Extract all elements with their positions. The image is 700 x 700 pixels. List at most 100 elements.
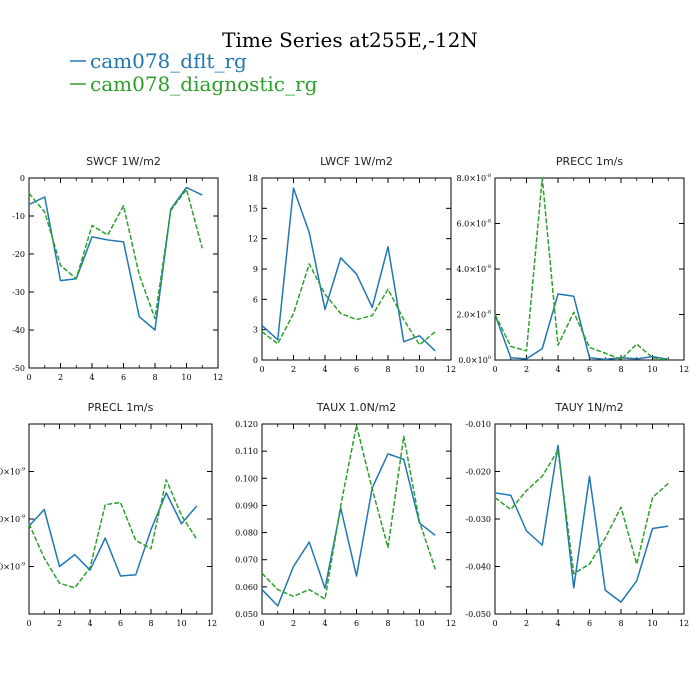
lwcf-plot-frame <box>261 177 452 361</box>
lwcf-xtick-label: 12 <box>446 365 456 374</box>
precl-xtick-label: 6 <box>118 619 123 628</box>
lwcf-xtick-label: 2 <box>291 365 296 374</box>
lwcf-series-dflt-line <box>261 187 436 352</box>
taux-ytick-label: 0.060 <box>235 583 258 592</box>
precc-xtick-label: 10 <box>647 365 657 374</box>
tauy-ytick-label: -0.050 <box>465 610 491 619</box>
precl-ytick-label: 0×10-9 <box>0 562 25 572</box>
taux-ytick-label: 0.050 <box>235 610 258 619</box>
precc-xtick-label: 0 <box>492 365 497 374</box>
precc-xtick-label: 8 <box>618 365 623 374</box>
tauy-ytick-label: -0.020 <box>465 468 491 477</box>
tauy-xtick-label: 4 <box>555 619 560 628</box>
precc-xtick-label: 6 <box>587 365 592 374</box>
swcf-series-dflt-line <box>28 186 203 331</box>
precc-ytick-label: 4.0×10-8 <box>457 264 491 274</box>
swcf-ytick-label: -20 <box>12 250 25 259</box>
taux-xtick-label: 10 <box>414 619 424 628</box>
taux-ytick-label: 0.120 <box>235 420 258 429</box>
taux-series-dflt-line <box>261 453 436 607</box>
tauy-ytick-label: -0.030 <box>465 515 491 524</box>
taux-panel-title: TAUX 1.0N/m2 <box>316 401 397 414</box>
swcf-panel-title: SWCF 1W/m2 <box>86 155 161 168</box>
precl-xtick-label: 2 <box>57 619 62 628</box>
taux-ytick-label: 0.110 <box>235 447 258 456</box>
lwcf-series-diagnostic-line <box>261 263 436 346</box>
tauy-series-dflt-line <box>494 444 669 603</box>
lwcf-panel: LWCF 1W/m2 0 2 4 6 8 10 12 0 3 6 9 12 15 18 <box>248 155 456 374</box>
precc-panel-title: PRECC 1m/s <box>556 155 624 168</box>
swcf-ytick-label: -10 <box>12 212 25 221</box>
taux-series-diagnostic-line <box>261 424 436 600</box>
precc-ytick-label: 2.0×10-8 <box>457 310 491 320</box>
precl-xtick-label: 10 <box>176 619 186 628</box>
taux-xtick-label: 8 <box>385 619 390 628</box>
tauy-plot-frame <box>494 423 685 615</box>
lwcf-xtick-label: 6 <box>354 365 359 374</box>
precc-plot-frame <box>494 177 685 361</box>
swcf-xtick-label: 4 <box>89 373 94 382</box>
swcf-ytick-label: -40 <box>12 326 25 335</box>
swcf-xtick-label: 6 <box>121 373 126 382</box>
lwcf-xtick-label: 0 <box>259 365 264 374</box>
precl-xtick-label: 0 <box>26 619 31 628</box>
lwcf-ytick-label: 0 <box>253 356 258 365</box>
taux-xtick-label: 2 <box>291 619 296 628</box>
lwcf-ytick-label: 12 <box>248 235 258 244</box>
precc-series-dflt-line <box>494 293 669 361</box>
taux-plot-frame <box>261 423 452 615</box>
precc-xtick-label: 12 <box>679 365 689 374</box>
tauy-xtick-label: 6 <box>587 619 592 628</box>
precl-series-dflt-line <box>28 492 198 577</box>
figure-title: Time Series at255E,-12N <box>222 28 478 52</box>
precl-ytick-label: 0×10-9 <box>0 514 25 524</box>
tauy-ytick-label: -0.040 <box>465 563 491 572</box>
tauy-panel-title: TAUY 1N/m2 <box>554 401 623 414</box>
tauy-xtick-label: 10 <box>647 619 657 628</box>
lwcf-ytick-label: 9 <box>253 265 258 274</box>
precc-series-diagnostic-line <box>494 177 669 361</box>
tauy-xtick-label: 12 <box>679 619 689 628</box>
tauy-xtick-label: 2 <box>524 619 529 628</box>
lwcf-xtick-label: 8 <box>385 365 390 374</box>
swcf-ytick-label: -50 <box>12 364 25 373</box>
taux-xtick-label: 6 <box>354 619 359 628</box>
tauy-xtick-label: 8 <box>618 619 623 628</box>
swcf-xtick-label: 10 <box>181 373 191 382</box>
swcf-xtick-label: 2 <box>58 373 63 382</box>
precc-xtick-label: 4 <box>555 365 560 374</box>
swcf-panel: SWCF 1W/m2 0 2 4 6 8 10 12 -50 -40 -30 -20 -10 0 <box>12 155 223 382</box>
lwcf-ytick-label: 3 <box>253 326 258 335</box>
tauy-panel: TAUY 1N/m2 0 2 4 6 8 10 12 -0.050 -0.040 -0.030 -0.… <box>465 401 689 628</box>
swcf-xtick-label: 8 <box>152 373 157 382</box>
taux-ytick-label: 0.080 <box>235 529 258 538</box>
taux-xtick-label: 4 <box>322 619 327 628</box>
precl-xtick-label: 12 <box>207 619 217 628</box>
lwcf-xtick-label: 4 <box>322 365 327 374</box>
precl-ytick-label: 0×10-9 <box>0 467 25 477</box>
legend: cam078_dflt_rg cam078_diagnostic_rg <box>70 49 318 96</box>
taux-ytick-label: 0.090 <box>235 501 258 510</box>
precc-ytick-label: 6.0×10-8 <box>457 219 491 229</box>
taux-xtick-label: 0 <box>259 619 264 628</box>
taux-ytick-label: 0.070 <box>235 556 258 565</box>
taux-xtick-label: 12 <box>446 619 456 628</box>
lwcf-xtick-label: 10 <box>414 365 424 374</box>
legend-label-dflt: cam078_dflt_rg <box>90 49 247 73</box>
swcf-ytick-label: 0 <box>20 174 25 183</box>
precc-ytick-label: 0.0×100 <box>458 355 491 365</box>
tauy-series-diagnostic-line <box>494 449 669 575</box>
taux-panel: TAUX 1.0N/m2 0 2 4 6 8 10 12 0.050 0.060 0.070 0.08… <box>235 401 456 628</box>
precc-xtick-label: 2 <box>524 365 529 374</box>
lwcf-ytick-label: 6 <box>253 295 258 304</box>
swcf-xtick-label: 12 <box>213 373 223 382</box>
precl-xtick-label: 4 <box>87 619 92 628</box>
tauy-ytick-label: -0.010 <box>465 420 491 429</box>
precl-xtick-label: 8 <box>148 619 153 628</box>
lwcf-panel-title: LWCF 1W/m2 <box>320 155 393 168</box>
swcf-ytick-label: -30 <box>12 288 25 297</box>
tauy-xtick-label: 0 <box>492 619 497 628</box>
precl-panel-title: PRECL 1m/s <box>88 401 154 414</box>
precc-panel: PRECC 1m/s 0 2 4 6 8 10 12 0.0×100 2.0×10-8 4.0×10… <box>457 155 690 374</box>
